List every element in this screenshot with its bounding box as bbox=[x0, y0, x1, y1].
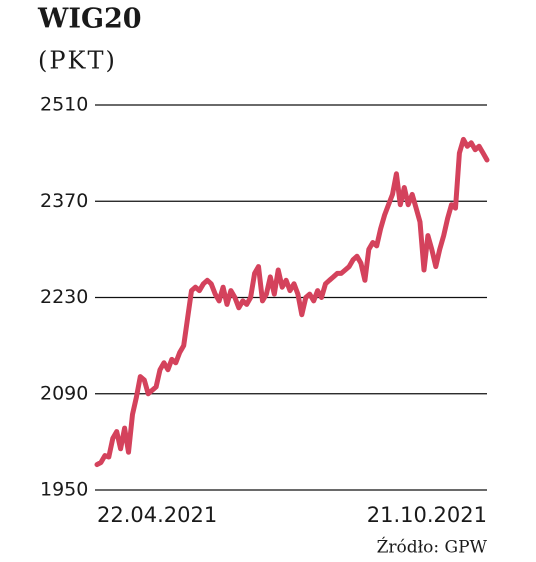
line bbox=[94, 136, 490, 468]
source: Źródło: GPW bbox=[377, 537, 488, 558]
y-tick-label: 2230 bbox=[40, 286, 88, 308]
chart-title: WIG20 bbox=[37, 4, 142, 35]
y-tick-label: 1950 bbox=[40, 479, 88, 501]
x-tick-label: 22.04.2021 bbox=[97, 503, 217, 527]
y-tick-label: 2090 bbox=[40, 382, 88, 404]
y-tick-label: 2510 bbox=[40, 94, 88, 116]
x-tick-label: 21.10.2021 bbox=[367, 503, 487, 527]
y-tick-label: 2370 bbox=[40, 190, 88, 212]
chart-subtitle: (PKT) bbox=[38, 47, 117, 75]
